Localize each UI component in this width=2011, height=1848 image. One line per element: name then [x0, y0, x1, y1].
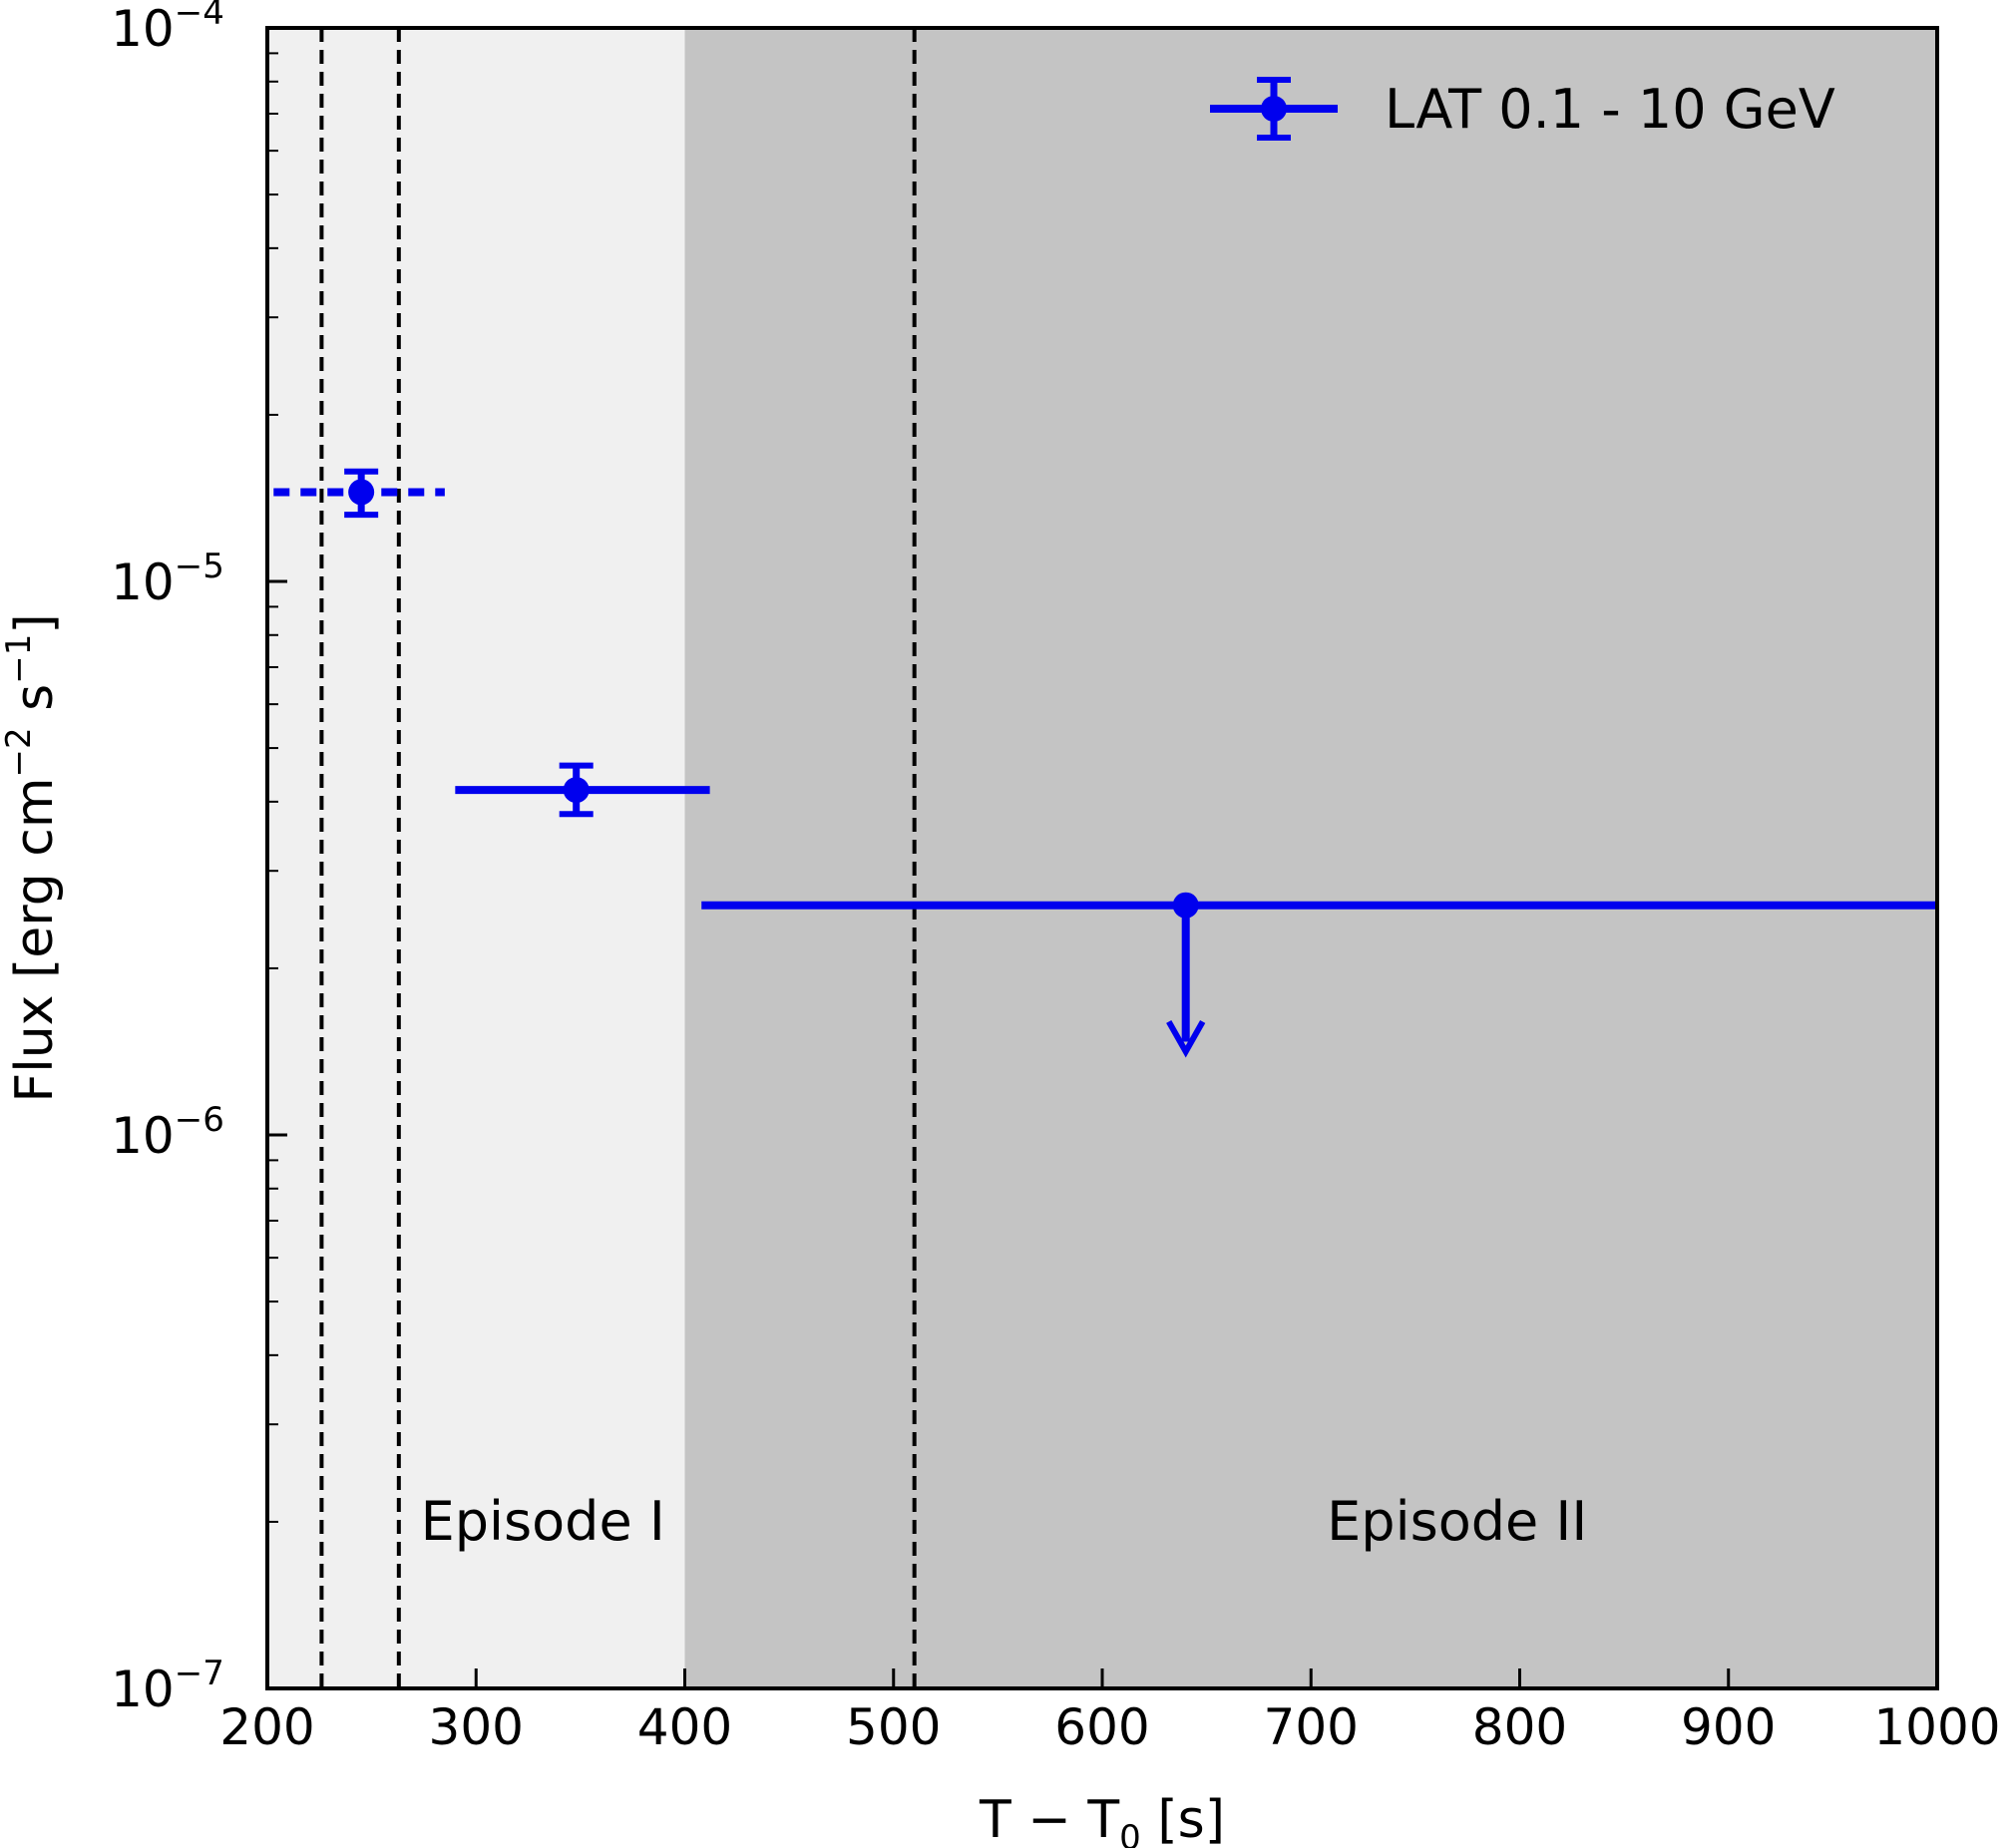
shaded-region-2 — [685, 28, 1938, 1688]
x-tick-label: 800 — [1472, 1698, 1567, 1756]
x-tick-label: 1000 — [1873, 1698, 2000, 1756]
data-marker — [348, 479, 374, 505]
x-tick-label: 600 — [1054, 1698, 1149, 1756]
y-tick-label: 10−7 — [111, 1654, 224, 1718]
y-axis-label: Flux [erg cm−2 s−1] — [0, 613, 65, 1102]
x-axis-label: T − T0 [s] — [979, 1790, 1225, 1848]
x-tick-label: 300 — [429, 1698, 524, 1756]
episode-annotation-2: Episode II — [1327, 1490, 1587, 1553]
data-marker — [564, 777, 590, 803]
y-tick-label: 10−5 — [111, 547, 224, 611]
data-marker — [1173, 893, 1199, 919]
shaded-region-1 — [267, 28, 685, 1688]
x-tick-label: 400 — [637, 1698, 732, 1756]
y-tick-label: 10−4 — [111, 0, 224, 58]
x-tick-label: 200 — [219, 1698, 314, 1756]
x-tick-label: 500 — [846, 1698, 941, 1756]
shaded-regions — [267, 28, 1937, 1688]
episode-annotation-1: Episode I — [421, 1490, 665, 1553]
legend-label: LAT 0.1 - 10 GeV — [1385, 78, 1835, 141]
legend-swatch-marker — [1261, 96, 1287, 122]
y-tick-label: 10−6 — [111, 1100, 224, 1165]
x-tick-label: 900 — [1681, 1698, 1776, 1756]
x-tick-label: 700 — [1264, 1698, 1359, 1756]
